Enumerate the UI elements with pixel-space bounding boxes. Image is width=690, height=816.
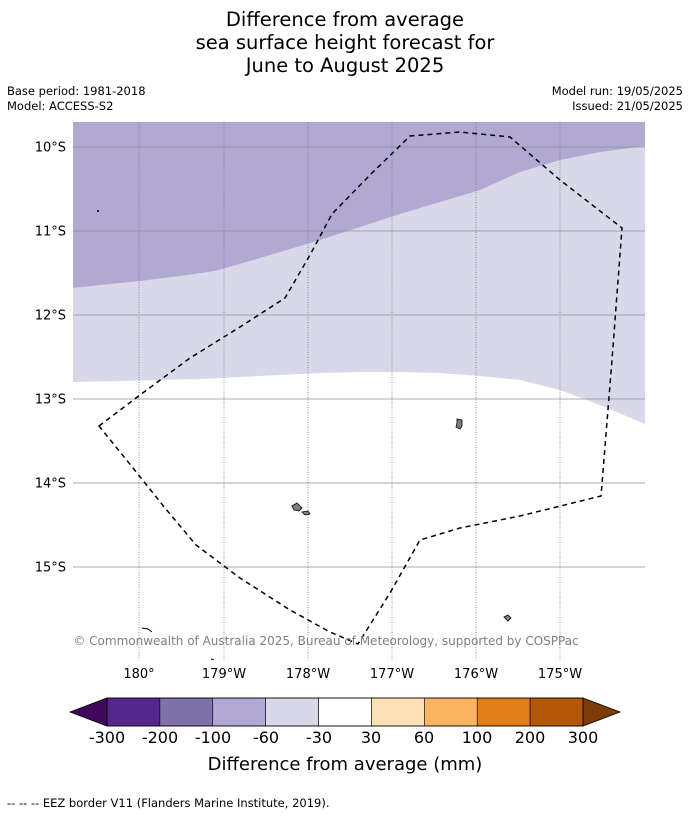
colorbar-frame (106, 697, 584, 727)
lat-label-11s: 11°S (35, 225, 66, 240)
anomaly-band-medium (73, 122, 645, 288)
map-area: © Commonwealth of Australia 2025, Bureau… (73, 122, 645, 660)
lat-label-15s: 15°S (35, 561, 66, 576)
eez-footnote: -- -- -- EEZ border V11 (Flanders Marine… (7, 796, 330, 810)
lon-label-176w: 176°W (454, 667, 498, 682)
island-7 (210, 658, 215, 660)
title-line-2: sea surface height forecast for (195, 31, 495, 54)
island-6 (97, 210, 99, 212)
meta-right: Model run: 19/05/2025 Issued: 21/05/2025 (552, 84, 683, 114)
title-line-3: June to August 2025 (245, 54, 445, 77)
lon-gridlines (138, 122, 561, 660)
map-title: Difference from average sea surface heig… (0, 8, 690, 77)
meta-left: Base period: 1981-2018 Model: ACCESS-S2 (7, 84, 146, 114)
model-run: Model run: 19/05/2025 (551, 84, 683, 98)
lon-label-177w: 177°W (370, 667, 414, 682)
title-line-1: Difference from average (225, 8, 465, 31)
colorbar-labels: -300 -200 -100 -60 -30 30 60 100 200 300 (89, 728, 598, 747)
colorbar-label-100: 100 (462, 728, 493, 747)
island-1 (455, 418, 463, 430)
colorbar-segment (424, 697, 478, 727)
colorbar-label-m30: -30 (306, 728, 332, 747)
colorbar-segment (106, 697, 161, 727)
lat-label-14s: 14°S (35, 477, 66, 492)
colorbar-segment (318, 697, 372, 727)
colorbar-segment (476, 697, 531, 727)
colorbar-extend-high (582, 697, 622, 727)
colorbar: -300 -200 -100 -60 -30 30 60 100 200 300… (68, 697, 622, 775)
colorbar-segment (265, 697, 319, 727)
model-name: Model: ACCESS-S2 (7, 99, 114, 113)
colorbar-label-200: 200 (515, 728, 546, 747)
colorbar-label-m300: -300 (89, 728, 125, 747)
lat-label-13s: 13°S (35, 393, 66, 408)
colorbar-label-m200: -200 (142, 728, 178, 747)
island-4 (503, 614, 512, 622)
colorbar-label-60: 60 (414, 728, 434, 747)
lat-labels: 10°S 11°S 12°S 13°S 14°S 15°S (35, 141, 66, 576)
colorbar-title: Difference from average (mm) (208, 754, 483, 775)
issued-date: Issued: 21/05/2025 (572, 99, 683, 113)
lon-label-175w: 175°W (538, 667, 582, 682)
lon-label-179w: 179°W (202, 667, 246, 682)
island-5 (141, 627, 153, 633)
colorbar-segments (106, 697, 584, 727)
island-3 (301, 510, 311, 516)
lat-label-10s: 10°S (35, 141, 66, 156)
colorbar-segment (212, 697, 266, 727)
copyright-text: © Commonwealth of Australia 2025, Bureau… (73, 634, 578, 648)
eez-border (97, 131, 623, 645)
lon-label-178w: 178°W (286, 667, 330, 682)
colorbar-segment (529, 697, 584, 727)
colorbar-label-300: 300 (568, 728, 599, 747)
colorbar-segment (371, 697, 425, 727)
base-period: Base period: 1981-2018 (7, 84, 146, 98)
lon-label-180: 180° (123, 667, 154, 682)
colorbar-extend-low (68, 697, 108, 727)
lat-gridlines (73, 146, 645, 568)
colorbar-label-m100: -100 (195, 728, 231, 747)
colorbar-label-m60: -60 (253, 728, 279, 747)
lon-labels: 180° 179°W 178°W 177°W 176°W 175°W (123, 667, 582, 682)
island-2 (291, 502, 303, 512)
colorbar-segment (159, 697, 214, 727)
lat-label-12s: 12°S (35, 309, 66, 324)
colorbar-label-30: 30 (361, 728, 381, 747)
